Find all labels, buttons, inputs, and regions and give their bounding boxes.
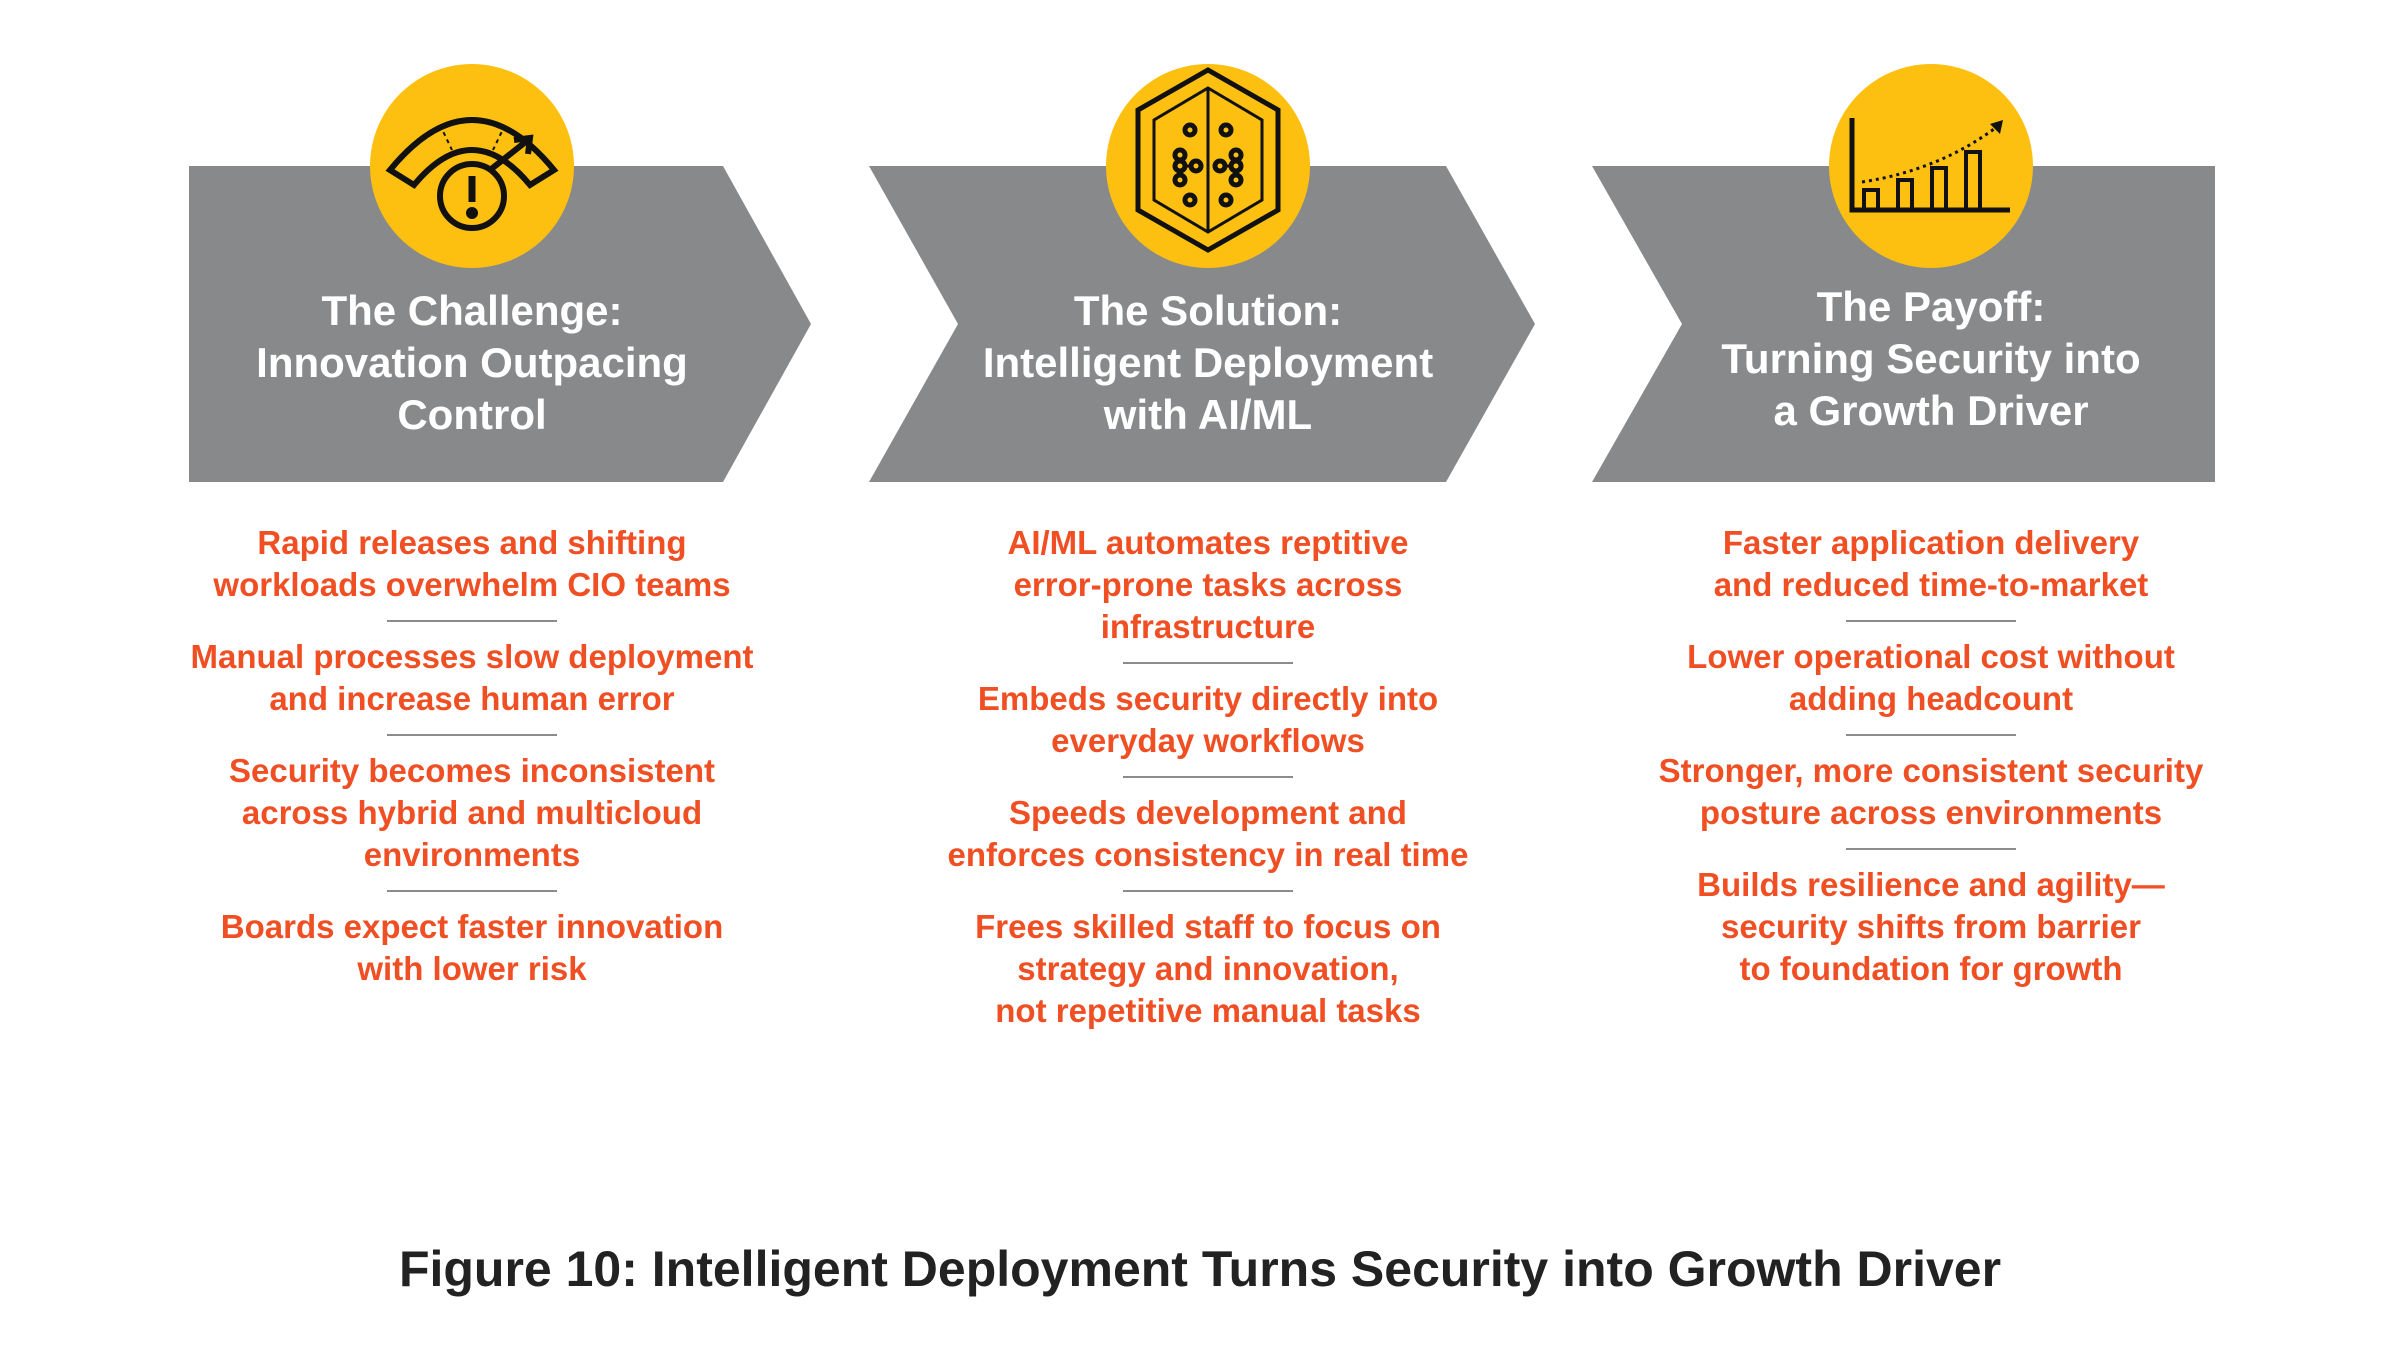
stage-title-challenge: The Challenge: Innovation Outpacing Cont… (192, 285, 752, 441)
line: across hybrid and multicloud (241, 794, 703, 831)
chevron-solution (869, 166, 1535, 482)
divider (1846, 734, 2016, 736)
line: and reduced time-to-market (1713, 566, 2149, 603)
list-item: Security becomes inconsistent across hybr… (229, 750, 715, 876)
title-line: The Challenge: (321, 287, 623, 334)
line: AI/ML automates reptitive (1007, 524, 1409, 561)
stage-title-payoff: The Payoff: Turning Security into a Grow… (1651, 281, 2211, 437)
title-line: Innovation Outpacing (256, 339, 688, 386)
divider (387, 890, 557, 892)
solution-points: AI/ML automates reptitive error-prone tas… (888, 522, 1528, 1032)
list-item: Frees skilled staff to focus on strategy … (975, 906, 1441, 1032)
line: Embeds security directly into (977, 680, 1439, 717)
line: Frees skilled staff to focus on (975, 908, 1441, 945)
divider (1846, 620, 2016, 622)
title-line: Intelligent Deployment (982, 339, 1434, 386)
warning-gauge-icon (385, 117, 559, 231)
title-line: The Solution: (1073, 287, 1343, 334)
title-line: The Payoff: (1816, 283, 2046, 330)
line: infrastructure (1100, 608, 1316, 645)
figure-caption: Figure 10: Intelligent Deployment Turns … (398, 1241, 2002, 1297)
line: Faster application delivery (1722, 524, 2140, 561)
line: not repetitive manual tasks (995, 992, 1421, 1029)
line: everyday workflows (1051, 722, 1365, 759)
list-item: Lower operational cost without adding hea… (1687, 636, 2175, 720)
line: Security becomes inconsistent (229, 752, 715, 789)
list-item: Builds resilience and agility— security s… (1697, 864, 2165, 990)
line: strategy and innovation, (1017, 950, 1399, 987)
divider (1123, 662, 1293, 664)
line: Manual processes slow deployment (190, 638, 754, 675)
divider (1846, 848, 2016, 850)
list-item: Boards expect faster innovation with lowe… (221, 906, 723, 990)
divider (387, 734, 557, 736)
list-item: Stronger, more consistent security postur… (1659, 750, 2204, 834)
line: with lower risk (357, 950, 587, 987)
line: enforces consistency in real time (947, 836, 1469, 873)
line: Lower operational cost without (1687, 638, 2175, 675)
line: and increase human error (269, 680, 675, 717)
line: adding headcount (1788, 680, 2074, 717)
title-line: Control (397, 391, 547, 438)
line: workloads overwhelm CIO teams (213, 566, 731, 603)
title-line: Turning Security into (1721, 335, 2141, 382)
divider (387, 620, 557, 622)
list-item: Embeds security directly into everyday wo… (978, 678, 1438, 762)
challenge-points: Rapid releases and shifting workloads ove… (152, 522, 792, 990)
line: Rapid releases and shifting (257, 524, 687, 561)
title-line: a Growth Driver (1773, 387, 2089, 434)
divider (1123, 776, 1293, 778)
growth-chart-icon (1849, 118, 2010, 213)
line: Speeds development and (1009, 794, 1407, 831)
list-item: Manual processes slow deployment and incr… (191, 636, 754, 720)
line: to foundation for growth (1739, 950, 2123, 987)
list-item: Speeds development and enforces consisten… (948, 792, 1469, 876)
line: environments (363, 836, 581, 873)
title-line: with AI/ML (1103, 391, 1313, 438)
line: error-prone tasks across (1013, 566, 1403, 603)
divider (1123, 890, 1293, 892)
list-item: Faster application delivery and reduced t… (1714, 522, 2149, 606)
line: Builds resilience and agility— (1697, 866, 2165, 903)
stage-title-solution: The Solution: Intelligent Deployment wit… (928, 285, 1488, 441)
payoff-points: Faster application delivery and reduced t… (1611, 522, 2251, 990)
chevron-challenge (189, 166, 811, 482)
line: Boards expect faster innovation (220, 908, 724, 945)
ai-chip-icon (1135, 67, 1281, 253)
list-item: Rapid releases and shifting workloads ove… (213, 522, 730, 606)
chevron-payoff (1592, 166, 2215, 482)
list-item: AI/ML automates reptitive error-prone tas… (1008, 522, 1409, 648)
line: Stronger, more consistent security (1658, 752, 2204, 789)
line: security shifts from barrier (1721, 908, 2141, 945)
line: posture across environments (1699, 794, 2163, 831)
